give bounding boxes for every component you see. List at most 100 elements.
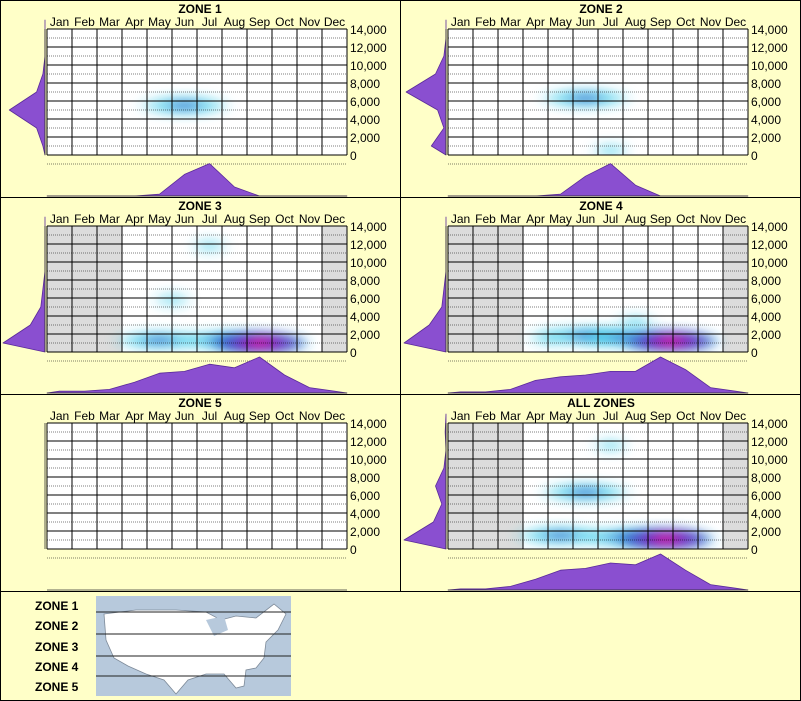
panel-3: ZONE 3 Jan Feb Mar Apr May Jun Jul Aug Sep Oct Nov D… [2, 199, 387, 394]
month-tick-label: Nov [299, 15, 320, 29]
elevation-tick-label: 10,000 [751, 59, 788, 73]
elevation-tick-label: 0 [751, 543, 758, 557]
month-tick-label: Aug [224, 15, 245, 29]
month-tick-label: Nov [299, 409, 320, 423]
month-tick-label: Jan [50, 15, 69, 29]
month-tick-label: Apr [526, 409, 545, 423]
elevation-tick-label: 6,000 [751, 95, 781, 109]
month-tick-label: Apr [526, 15, 545, 29]
elevation-density-curve [2, 216, 46, 353]
legend-zone-5-label: ZONE 5 [35, 680, 79, 694]
shaded-month [322, 226, 347, 352]
elevation-density-curve [403, 216, 447, 353]
elevation-tick-label: 8,000 [350, 77, 380, 91]
elevation-tick-label: 2,000 [350, 525, 380, 539]
month-tick-label: Mar [99, 15, 120, 29]
elevation-tick-label: 8,000 [751, 77, 781, 91]
density-blobs [535, 86, 636, 155]
month-density-curve [46, 356, 348, 394]
month-tick-label: May [549, 15, 572, 29]
elevation-tick-label: 12,000 [350, 238, 387, 252]
density-blobs [134, 93, 235, 118]
legend-zone-3-label: ZONE 3 [35, 640, 79, 654]
month-tick-label: Jun [576, 409, 595, 423]
month-tick-label: Sep [249, 212, 271, 226]
month-tick-label: Jul [202, 409, 217, 423]
elevation-tick-label: 4,000 [350, 507, 380, 521]
elevation-tick-label: 2,000 [350, 328, 380, 342]
density-blob [587, 139, 634, 155]
month-tick-label: Jan [50, 212, 69, 226]
month-tick-label: Nov [700, 15, 721, 29]
density-blob [204, 329, 315, 352]
panel-1: ZONE 1 Jan Feb Mar Apr May Jun Jul Aug Sep Oct Nov D… [8, 2, 387, 197]
month-tick-label: Sep [249, 409, 271, 423]
month-tick-label: Feb [74, 212, 95, 226]
month-tick-label: Jun [576, 212, 595, 226]
month-tick-label: Feb [475, 409, 496, 423]
month-tick-label: Jan [50, 409, 69, 423]
shaded-month [473, 423, 498, 549]
elevation-tick-label: 10,000 [350, 59, 387, 73]
density-blob [535, 86, 636, 111]
month-tick-label: Aug [625, 212, 646, 226]
month-tick-label: May [148, 409, 171, 423]
elevation-tick-label: 8,000 [350, 274, 380, 288]
month-tick-label: Aug [224, 212, 245, 226]
month-tick-label: Jan [451, 15, 470, 29]
elevation-tick-label: 12,000 [350, 435, 387, 449]
density-blob [615, 327, 726, 352]
elevation-tick-label: 6,000 [350, 292, 380, 306]
month-tick-label: Oct [275, 409, 294, 423]
legend-zone-1-label: ZONE 1 [35, 599, 79, 613]
elevation-tick-label: 0 [350, 346, 357, 360]
elevation-tick-label: 14,000 [350, 417, 387, 431]
great-lakes [206, 616, 228, 636]
elevation-tick-label: 4,000 [751, 310, 781, 324]
elevation-tick-label: 6,000 [350, 95, 380, 109]
month-tick-label: Aug [625, 15, 646, 29]
elevation-tick-label: 4,000 [350, 113, 380, 127]
month-tick-label: Oct [275, 15, 294, 29]
elevation-tick-label: 2,000 [751, 328, 781, 342]
elevation-density-curve [403, 413, 447, 550]
elevation-tick-label: 12,000 [751, 41, 788, 55]
month-tick-label: Sep [650, 15, 672, 29]
elevation-tick-label: 14,000 [751, 417, 788, 431]
month-tick-label: Oct [275, 212, 294, 226]
elevation-tick-label: 0 [751, 149, 758, 163]
panel-title: ZONE 5 [178, 396, 222, 410]
elevation-tick-label: 12,000 [350, 41, 387, 55]
month-tick-label: Mar [500, 409, 521, 423]
elevation-tick-label: 4,000 [751, 507, 781, 521]
month-tick-label: Jan [451, 212, 470, 226]
elevation-density-curve [405, 19, 447, 156]
month-tick-label: Jan [451, 409, 470, 423]
elevation-tick-label: 12,000 [751, 435, 788, 449]
elevation-tick-label: 0 [350, 149, 357, 163]
elevation-tick-label: 14,000 [751, 23, 788, 37]
elevation-tick-label: 2,000 [350, 131, 380, 145]
month-tick-label: Aug [625, 409, 646, 423]
month-tick-label: Oct [676, 15, 695, 29]
month-tick-label: Aug [224, 409, 245, 423]
month-density-curve [447, 163, 749, 197]
density-blob [187, 235, 232, 257]
month-tick-label: Apr [125, 409, 144, 423]
month-tick-label: Jun [175, 409, 194, 423]
month-tick-label: May [549, 212, 572, 226]
elevation-tick-label: 4,000 [350, 310, 380, 324]
panel-5: ZONE 5 Jan Feb Mar Apr May Jun Jul Aug Sep Oct Nov D… [44, 396, 387, 591]
elevation-tick-label: 0 [751, 346, 758, 360]
density-blob [588, 435, 633, 456]
month-tick-label: May [148, 212, 171, 226]
month-tick-label: Feb [74, 15, 95, 29]
month-tick-label: Apr [125, 212, 144, 226]
elevation-tick-label: 0 [350, 543, 357, 557]
panel-title: ZONE 4 [579, 199, 623, 213]
month-tick-label: Oct [676, 212, 695, 226]
elevation-tick-label: 10,000 [350, 256, 387, 270]
legend-zone-4-label: ZONE 4 [35, 660, 79, 674]
month-tick-label: Sep [249, 15, 271, 29]
month-tick-label: Dec [725, 212, 746, 226]
